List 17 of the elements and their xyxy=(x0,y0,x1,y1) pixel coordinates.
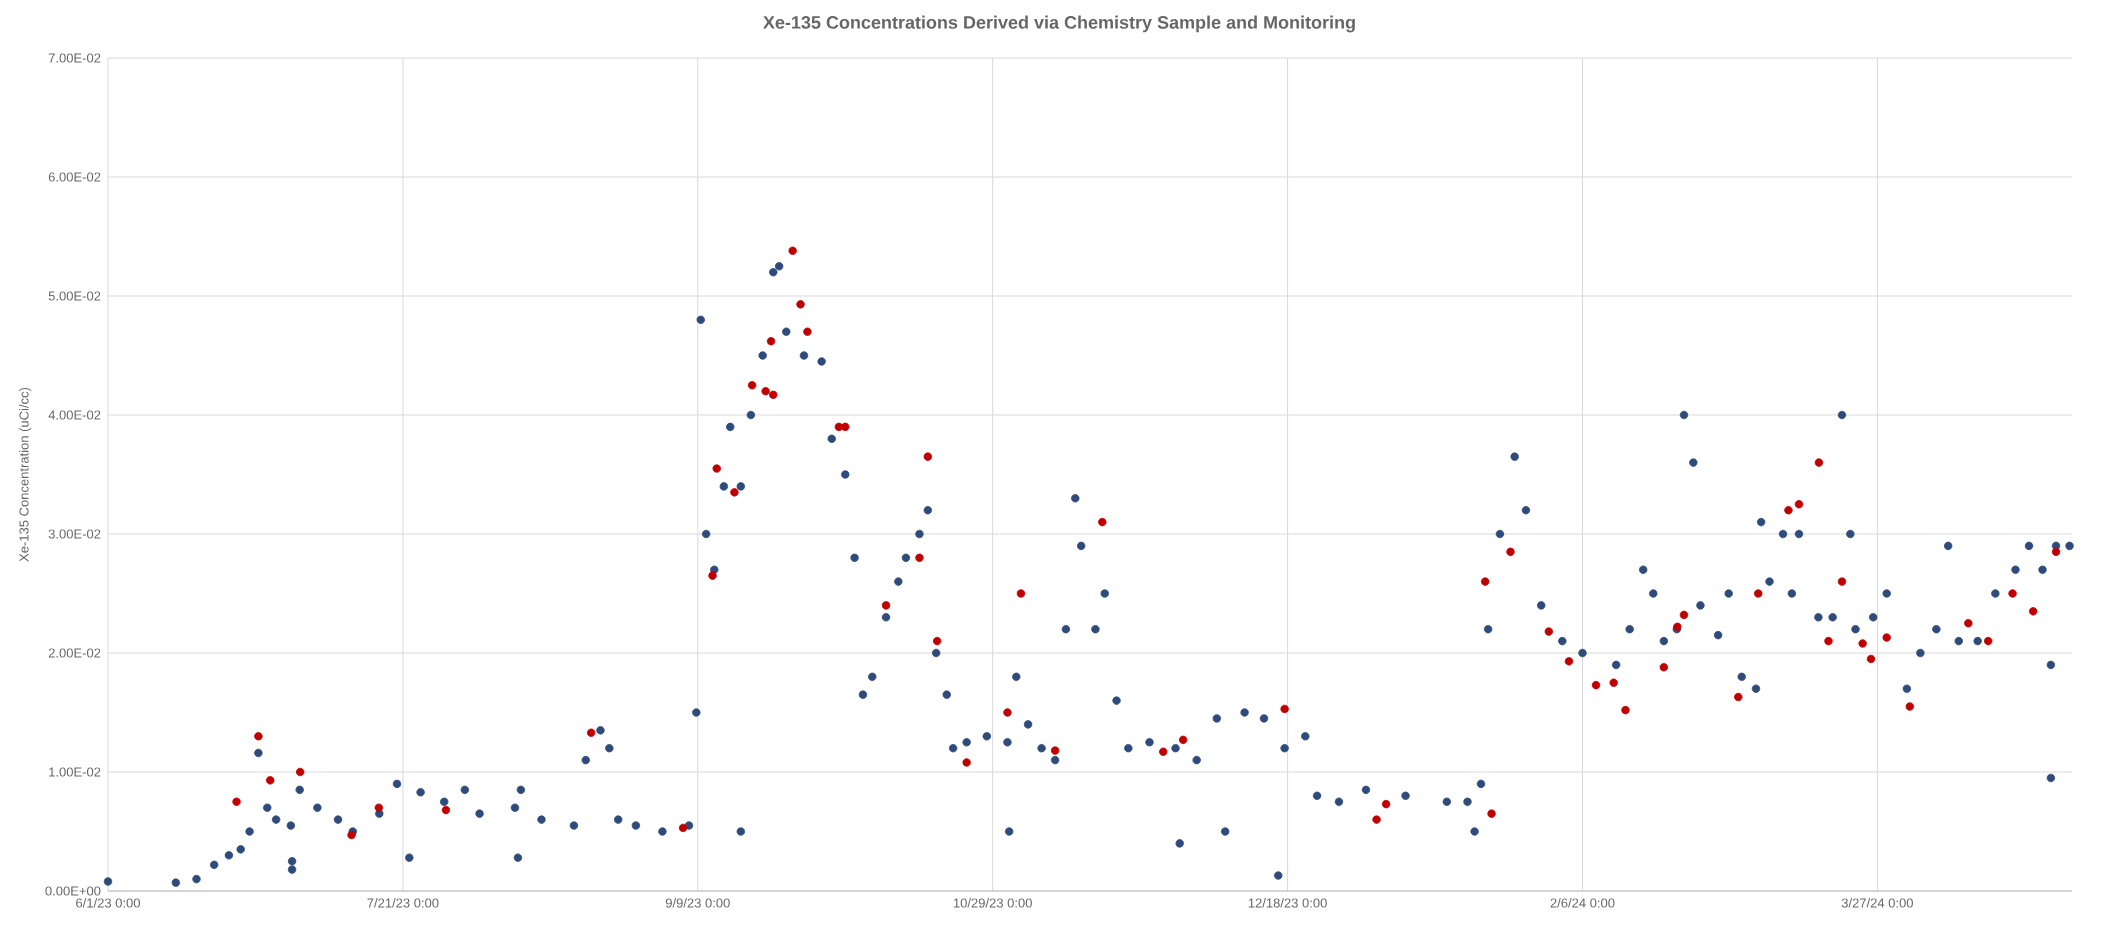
y-tick-label: 3.00E-02 xyxy=(48,529,101,539)
y-tick-label: 0.00E+00 xyxy=(45,886,101,896)
x-tick-label: 6/1/23 0:00 xyxy=(76,898,140,908)
x-tick-label: 9/9/23 0:00 xyxy=(665,898,730,908)
y-tick-label: 6.00E-02 xyxy=(48,172,101,182)
y-tick-label: 7.00E-02 xyxy=(48,53,101,63)
x-tick-label: 10/29/23 0:00 xyxy=(953,898,1032,908)
x-tick-label: 3/27/24 0:00 xyxy=(1841,898,1913,908)
x-tick-label: 7/21/23 0:00 xyxy=(367,898,439,908)
y-tick-label: 5.00E-02 xyxy=(48,291,101,301)
y-tick-label: 1.00E-02 xyxy=(49,767,101,777)
x-tick-label: 12/18/23 0:00 xyxy=(1248,898,1327,908)
y-tick-label: 2.00E-02 xyxy=(48,648,101,658)
x-tick-label: 2/6/24 0:00 xyxy=(1550,898,1615,908)
y-axis-title: Xe-135 Concentration (uCi/cc) xyxy=(19,387,32,562)
chart-title: Xe-135 Concentrations Derived via Chemistry Sample and Monitoring xyxy=(763,15,1355,33)
y-tick-label: 4.00E-02 xyxy=(48,410,101,420)
